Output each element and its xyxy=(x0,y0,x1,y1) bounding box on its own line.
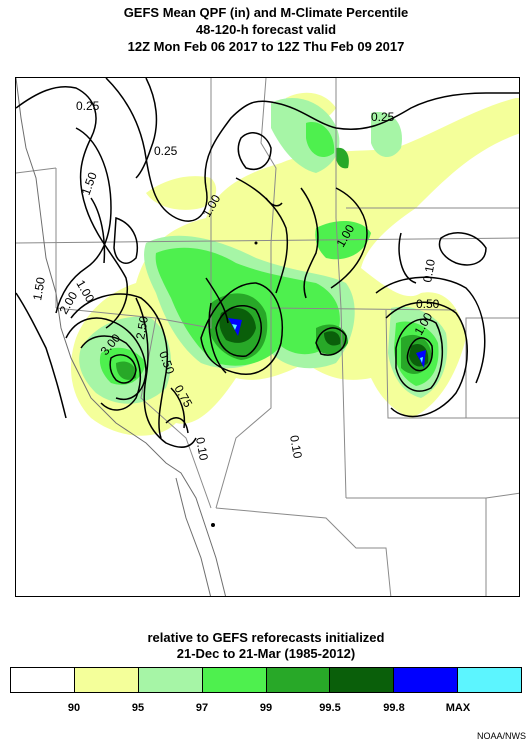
coastline xyxy=(16,78,227,596)
caption-line-2: 21-Dec to 21-Mar (1985-2012) xyxy=(176,646,356,661)
colorbar-tick: 99.5 xyxy=(319,702,341,714)
map-panel: 0.25 0.25 0.25 1.50 1.00 1.00 0.10 1.50 … xyxy=(15,77,520,597)
contour-label: 0.10 xyxy=(420,258,438,284)
contour-label: 0.10 xyxy=(287,434,305,460)
reference-caption: relative to GEFS reforecasts initialized… xyxy=(0,630,532,662)
contour-label: 1.50 xyxy=(30,276,48,302)
contour-label: 0.10 xyxy=(193,436,211,462)
contour-label: 0.25 xyxy=(76,99,100,113)
colorbar-swatch xyxy=(11,668,75,692)
map-svg: 0.25 0.25 0.25 1.50 1.00 1.00 0.10 1.50 … xyxy=(16,78,519,596)
shading-cyan xyxy=(232,324,423,363)
colorbar-swatch xyxy=(330,668,395,692)
colorbar-tick: 97 xyxy=(195,702,209,714)
contour-label: 0.25 xyxy=(154,144,178,158)
contour-label: 0.50 xyxy=(416,297,440,311)
colorbar-tick: 90 xyxy=(67,702,81,714)
colorbar-tick: 99.8 xyxy=(383,702,405,714)
shading-99-5 xyxy=(116,147,432,380)
map-title: GEFS Mean QPF (in) and M-Climate Percent… xyxy=(0,4,532,55)
colorbar-tick: MAX xyxy=(445,702,471,714)
percentile-colorbar xyxy=(10,667,522,693)
title-line-1: GEFS Mean QPF (in) and M-Climate Percent… xyxy=(123,5,409,20)
colorbar-tick: 99 xyxy=(259,702,273,714)
political-boundaries xyxy=(16,78,519,596)
station-markers xyxy=(211,241,258,527)
colorbar-swatch xyxy=(202,668,267,692)
colorbar-swatch xyxy=(394,668,459,692)
contour-label: 0.25 xyxy=(371,110,395,124)
credit-text: NOAA/NWS xyxy=(476,731,526,741)
colorbar-swatch xyxy=(138,668,203,692)
contour-label: 1.50 xyxy=(79,170,100,197)
colorbar-swatch xyxy=(458,668,521,692)
title-line-2: 48-120-h forecast valid xyxy=(195,22,337,37)
colorbar-swatch xyxy=(266,668,331,692)
caption-line-1: relative to GEFS reforecasts initialized xyxy=(147,630,385,645)
title-line-3: 12Z Mon Feb 06 2017 to 12Z Thu Feb 09 20… xyxy=(127,39,405,54)
colorbar-swatch xyxy=(74,668,139,692)
qpf-contours xyxy=(16,78,519,448)
colorbar-tick: 95 xyxy=(131,702,145,714)
contour-label: 2.50 xyxy=(133,315,151,341)
colorbar-tick-labels: 90 95 97 99 99.5 99.8 MAX xyxy=(10,702,522,716)
